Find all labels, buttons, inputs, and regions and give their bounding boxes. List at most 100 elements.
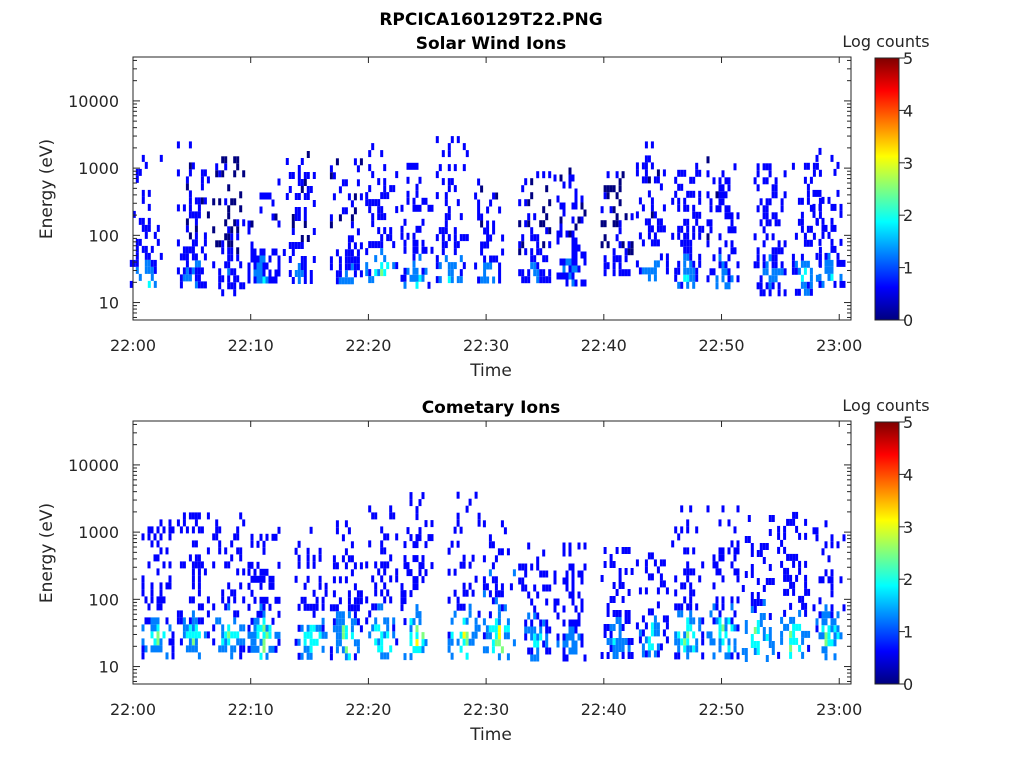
spectrogram-cell: [759, 282, 763, 290]
spectrogram-cell: [565, 230, 569, 238]
spectrogram-cell: [409, 569, 413, 577]
spectrogram-cell: [274, 248, 278, 256]
spectrogram-cell: [400, 604, 404, 612]
spectrogram-cell: [191, 211, 195, 219]
spectrogram-cell: [606, 192, 610, 200]
spectrogram-cell: [332, 590, 336, 598]
spectrogram-cell: [789, 630, 793, 638]
spectrogram-cell: [188, 211, 192, 219]
spectrogram-cell: [574, 223, 578, 231]
x-tick-label: 22:10: [228, 336, 274, 355]
spectrogram-cell: [692, 617, 696, 625]
spectrogram-cell: [444, 199, 448, 207]
spectrogram-cell: [447, 276, 451, 284]
spectrogram-cell: [533, 654, 537, 662]
spectrogram-cell: [721, 184, 725, 192]
spectrogram-cell: [409, 625, 413, 633]
spectrogram-cell: [724, 261, 728, 269]
spectrogram-cell: [806, 260, 810, 268]
spectrogram-cell: [830, 534, 834, 542]
spectrogram-cell: [395, 533, 399, 541]
spectrogram-cell: [712, 582, 716, 590]
spectrogram-cell: [341, 625, 345, 633]
spectrogram-cell: [406, 162, 410, 170]
spectrogram-cell: [756, 578, 760, 585]
spectrogram-cell: [759, 613, 763, 620]
spectrogram-cell: [185, 176, 189, 184]
spectrogram-cell: [303, 172, 307, 179]
spectrogram-cell: [341, 646, 345, 654]
spectrogram-cell: [606, 624, 610, 631]
spectrogram-cell: [447, 164, 451, 172]
spectrogram-cell: [574, 202, 578, 210]
spectrogram-cell: [571, 202, 575, 210]
spectrogram-cell: [768, 613, 772, 620]
spectrogram-cell: [347, 604, 351, 612]
spectrogram-cell: [147, 224, 151, 232]
spectrogram-cell: [624, 638, 628, 645]
spectrogram-cell: [527, 626, 531, 634]
spectrogram-cell: [580, 570, 584, 578]
spectrogram-cell: [350, 263, 354, 271]
spectrogram-cell: [580, 195, 584, 203]
spectrogram-cell: [830, 238, 834, 246]
spectrogram-cell: [371, 624, 375, 632]
x-tick-label: 22:20: [345, 700, 391, 719]
spectrogram-cell: [801, 595, 805, 603]
spectrogram-cell: [321, 624, 325, 632]
spectrogram-cell: [798, 567, 802, 575]
spectrogram-cell: [556, 640, 560, 648]
spectrogram-cell: [777, 651, 781, 659]
spectrogram-cell: [804, 574, 808, 582]
spectrogram-cell: [389, 505, 393, 513]
spectrogram-cell: [638, 197, 642, 205]
spectrogram-cell: [562, 265, 566, 273]
spectrogram-cell: [542, 269, 546, 277]
spectrogram-cell: [771, 641, 775, 648]
spectrogram-cell: [262, 568, 266, 576]
spectrogram-cell: [536, 654, 540, 662]
spectrogram-cell: [821, 576, 825, 584]
spectrogram-cell: [612, 652, 616, 659]
spectrogram-cell: [783, 623, 787, 631]
spectrogram-cell: [239, 282, 243, 290]
spectrogram-cell: [706, 631, 710, 639]
spectrogram-cell: [224, 261, 228, 269]
spectrogram-cell: [709, 610, 713, 618]
spectrogram-cell: [792, 560, 796, 568]
spectrogram-cell: [574, 626, 578, 634]
spectrogram-cell: [335, 646, 339, 654]
spectrogram-cell: [412, 646, 416, 654]
spectrogram-cell: [830, 259, 834, 267]
spectrogram-cell: [406, 176, 410, 184]
spectrogram-cell: [312, 610, 316, 618]
spectrogram-cell: [374, 638, 378, 646]
spectrogram-cell: [380, 645, 384, 653]
spectrogram-cell: [565, 640, 569, 648]
spectrogram-cell: [353, 562, 357, 570]
spectrogram-cell: [638, 267, 642, 275]
spectrogram-cell: [521, 185, 525, 193]
spectrogram-cell: [462, 617, 466, 625]
spectrogram-cell: [324, 582, 328, 590]
spectrogram-cell: [271, 533, 275, 541]
spectrogram-cell: [138, 168, 142, 176]
spectrogram-cell: [562, 202, 566, 210]
spectrogram-cell: [800, 253, 804, 261]
spectrogram-cell: [215, 526, 219, 534]
spectrogram-cell: [332, 618, 336, 626]
spectrogram-cell: [456, 241, 460, 249]
spectrogram-cell: [224, 219, 228, 227]
spectrogram-cell: [756, 550, 760, 557]
spectrogram-cell: [377, 178, 381, 186]
spectrogram-cell: [262, 638, 266, 646]
spectrogram-cell: [771, 268, 775, 276]
spectrogram-cell: [809, 225, 813, 233]
spectrogram-cell: [200, 183, 204, 191]
spectrogram-cell: [141, 652, 145, 660]
spectrogram-cell: [215, 519, 219, 527]
spectrogram-cell: [335, 632, 339, 640]
spectrogram-cell: [689, 505, 693, 513]
spectrogram-cell: [774, 247, 778, 255]
spectrogram-cell: [744, 620, 748, 627]
